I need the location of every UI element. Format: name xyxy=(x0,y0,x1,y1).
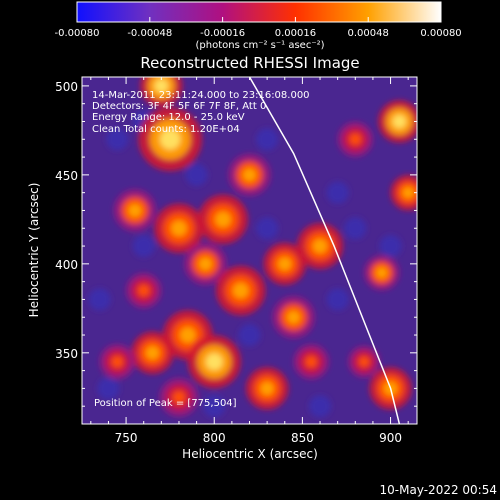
heatmap-cell-peak xyxy=(305,356,317,368)
colorbar-unit-label: (photons cm⁻² s⁻¹ asec⁻²) xyxy=(195,40,324,51)
axis-ticks: 750 800 850 900 350 400 450 500 xyxy=(55,77,417,445)
x-tick-label: 900 xyxy=(379,431,402,445)
colorbar-tick-label: 0.00016 xyxy=(275,28,316,39)
y-tick-label: 350 xyxy=(55,347,78,361)
y-axis-label: Heliocentric Y (arcsec) xyxy=(27,183,41,318)
heatmap-cell-peak xyxy=(359,356,370,367)
colorbar-tick-label: -0.00016 xyxy=(200,28,245,39)
x-tick-label: 800 xyxy=(203,431,226,445)
y-tick-label: 450 xyxy=(55,169,78,183)
heatmap-low-cell xyxy=(326,288,349,311)
heatmap-low-cell xyxy=(309,395,332,418)
colorbar-tick-label: 0.00048 xyxy=(348,28,389,39)
x-tick-label: 850 xyxy=(291,431,314,445)
colorbar-tick-label: -0.00080 xyxy=(55,28,100,39)
colorbar xyxy=(76,1,442,23)
footer-timestamp: 10-May-2022 00:54 xyxy=(380,483,497,497)
peak-position-label: Position of Peak = [775,504] xyxy=(94,398,237,409)
heatmap-cell-peak xyxy=(154,79,169,93)
heatmap-layer xyxy=(88,77,417,418)
y-tick-label: 500 xyxy=(55,80,78,94)
heatmap-low-cell xyxy=(88,288,111,311)
heatmap-low-cell xyxy=(97,377,120,400)
annotation-detectors: Detectors: 3F 4F 5F 6F 7F 8F, Att 0 xyxy=(92,101,266,112)
heatmap-cell-peak xyxy=(172,391,186,404)
heatmap-cell-peak xyxy=(402,187,414,199)
heatmap-cell-peak xyxy=(260,381,274,396)
heatmap-cell-peak xyxy=(376,267,388,279)
heatmap-low-cell xyxy=(238,324,261,347)
heatmap-low-cell xyxy=(132,235,155,258)
heatmap-cell-peak xyxy=(198,257,213,271)
heatmap-cell-peak xyxy=(286,310,301,325)
heatmap-low-cell xyxy=(379,235,402,258)
heatmap-low-cell xyxy=(106,128,129,151)
heatmap-low-cell xyxy=(185,163,208,186)
annotation-energy: Energy Range: 12.0 - 25.0 keV xyxy=(92,112,245,123)
y-tick-label: 400 xyxy=(55,258,78,272)
colorbar-ticks: -0.00080 -0.00048 -0.00016 0.00016 0.00048 0.… xyxy=(55,17,462,39)
heatmap-cell-peak xyxy=(277,257,292,271)
heatmap-cell-peak xyxy=(232,282,249,299)
heatmap-low-cell xyxy=(256,128,279,151)
heatmap-cell-peak xyxy=(205,353,223,371)
heatmap-cell-peak xyxy=(312,238,328,254)
chart-title: Reconstructed RHESSI Image xyxy=(140,54,359,72)
heatmap-cell-peak xyxy=(128,203,142,218)
colorbar-tick-label: -0.00048 xyxy=(127,28,172,39)
heatmap-cell-peak xyxy=(392,114,407,129)
heatmap-cell-peak xyxy=(160,129,181,150)
x-axis-label: Heliocentric X (arcsec) xyxy=(182,447,318,461)
annotation-time: 14-Mar-2011 23:11:24.000 to 23:16:08.000 xyxy=(92,90,310,101)
heatmap-cell-peak xyxy=(349,133,361,145)
heatmap-low-cell xyxy=(344,217,367,240)
heatmap-cell-peak xyxy=(242,168,257,182)
colorbar-tick-label: 0.00080 xyxy=(420,28,461,39)
x-tick-label: 750 xyxy=(115,431,138,445)
heatmap-cell-peak xyxy=(171,220,187,237)
annotation-clean: Clean Total counts: 1.20E+04 xyxy=(92,124,240,135)
heatmap-cell-peak xyxy=(179,327,196,343)
heatmap-low-cell xyxy=(203,395,226,418)
heatmap-cell-peak xyxy=(145,346,160,360)
heatmap-low-cell xyxy=(256,217,279,240)
heatmap-cell-peak xyxy=(215,211,231,228)
heatmap-low-cell xyxy=(326,181,349,204)
heatmap-cell-peak xyxy=(138,284,150,297)
solar-limb-line xyxy=(248,77,401,424)
heatmap-cell-peak xyxy=(111,356,123,368)
